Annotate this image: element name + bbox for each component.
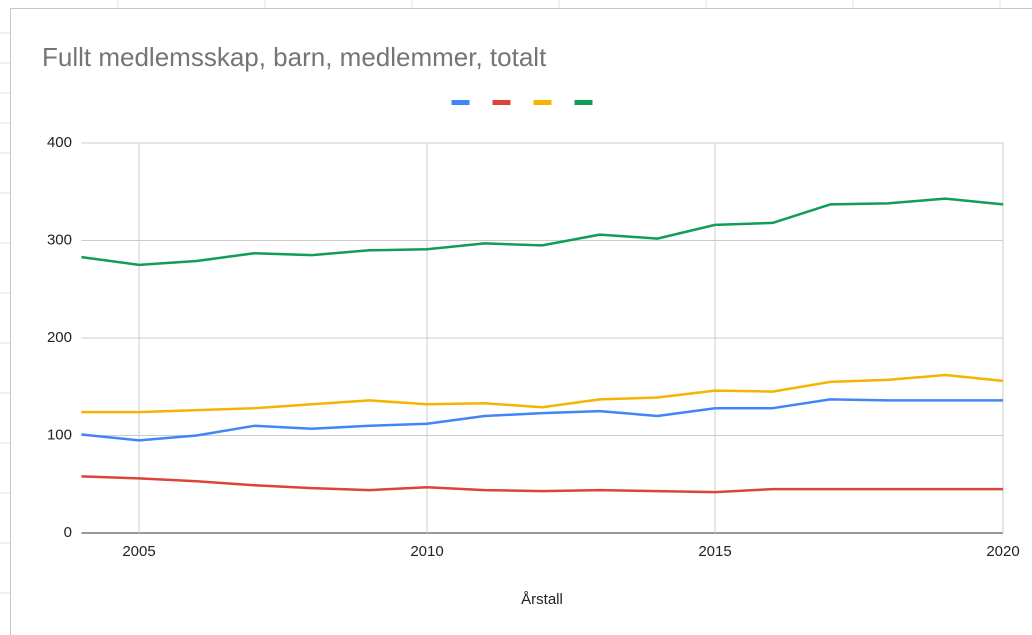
y-tick-label: 200 [47,329,72,346]
series-line [81,373,1004,414]
sheet-cells [0,0,1001,594]
x-tick-label: 2005 [122,543,155,560]
chart-frame [10,8,1032,635]
chart-title: Fullt medlemsskap, barn, medlemmer, tota… [42,42,547,72]
legend-swatch [451,100,470,105]
legend-swatch [492,100,511,105]
y-tick-label: 400 [47,134,72,151]
x-axis-label: Årstall [521,591,563,608]
series-line [81,475,1003,494]
series-line [81,197,1004,267]
series-line [81,398,1003,442]
x-tick-label: 2015 [698,543,731,560]
legend-swatch [533,100,552,105]
legend-swatch [574,100,593,105]
y-tick-label: 300 [47,231,72,248]
y-tick-label: 100 [47,426,72,443]
y-tick-label: 0 [64,524,72,541]
x-tick-label: 2020 [986,543,1019,560]
x-tick-label: 2010 [410,543,443,560]
